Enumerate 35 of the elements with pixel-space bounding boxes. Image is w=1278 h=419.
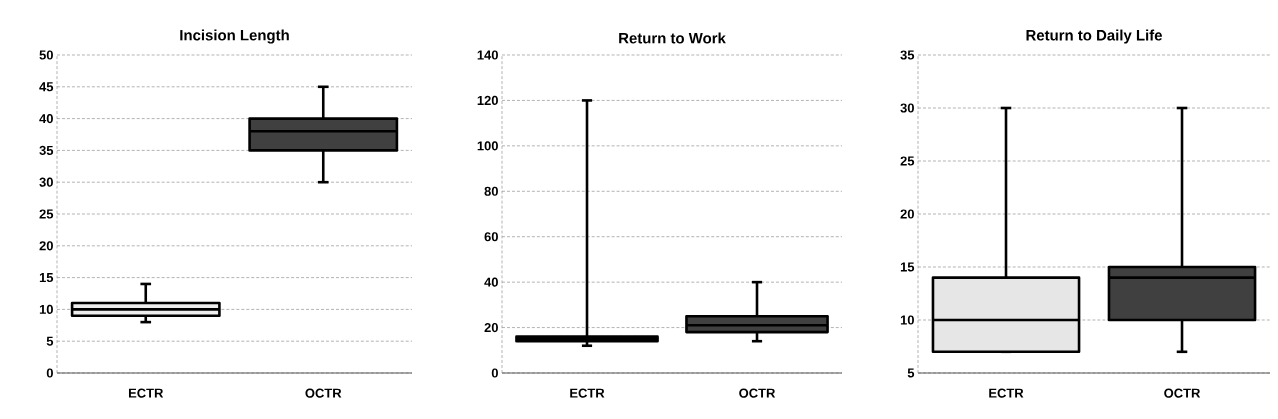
x-tick-label: OCTR: [739, 388, 776, 398]
x-tick-label: OCTR: [305, 388, 342, 398]
x-tick-label: OCTR: [1164, 388, 1201, 398]
y-tick-label: 25: [900, 156, 915, 166]
y-tick-label: 120: [477, 95, 498, 106]
y-tick-label: 20: [900, 209, 914, 219]
y-tick-label: 100: [477, 141, 498, 151]
y-tick-label: 15: [900, 262, 915, 272]
y-tick-label: 35: [39, 145, 54, 155]
y-tick-label: 5: [46, 336, 54, 346]
chart-title: Return to Daily Life: [1026, 29, 1162, 44]
y-tick-label: 10: [900, 315, 914, 325]
y-tick-label: 50: [39, 50, 53, 60]
y-tick-label: 20: [484, 322, 498, 333]
y-tick-label: 25: [39, 209, 54, 219]
y-tick-label: 0: [46, 368, 53, 378]
x-tick-label: ECTR: [989, 388, 1024, 398]
chart-title: Return to Work: [619, 32, 726, 44]
y-tick-label: 5: [907, 368, 915, 378]
y-tick-label: 0: [491, 368, 498, 378]
x-tick-label: ECTR: [128, 388, 164, 398]
y-tick-label: 35: [900, 50, 915, 60]
y-tick-label: 60: [484, 232, 498, 242]
y-tick-label: 140: [477, 50, 498, 60]
x-tick-label: ECTR: [570, 388, 605, 398]
y-tick-label: 20: [39, 241, 53, 251]
y-tick-label: 45: [39, 82, 54, 92]
y-tick-label: 10: [39, 304, 53, 314]
chart-title: Incision Length: [180, 29, 289, 44]
y-tick-label: 30: [900, 103, 914, 113]
y-tick-label: 40: [39, 114, 53, 124]
y-tick-label: 40: [484, 277, 498, 287]
y-tick-label: 30: [39, 177, 53, 187]
y-tick-label: 80: [484, 186, 498, 196]
y-tick-label: 15: [39, 273, 54, 283]
